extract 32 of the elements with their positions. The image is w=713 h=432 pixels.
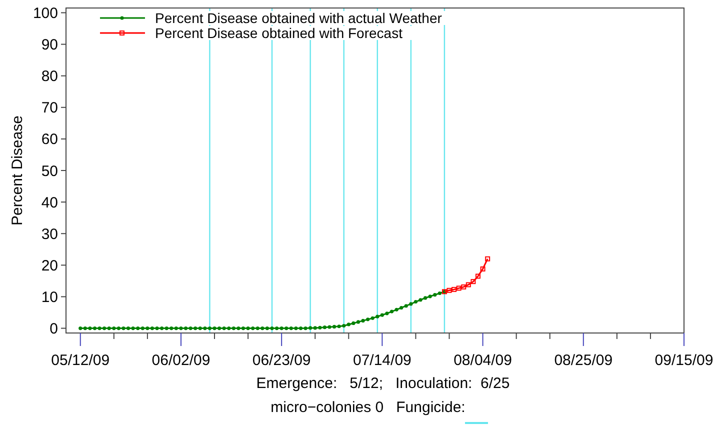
x-tick-label: 07/14/09 xyxy=(352,352,412,369)
legend-label: Percent Disease obtained with actual Weather xyxy=(155,10,442,26)
y-axis-title: Percent Disease xyxy=(9,115,26,226)
y-tick-label: 90 xyxy=(41,36,58,54)
y-tick-label: 0 xyxy=(50,320,58,338)
y-tick-label: 80 xyxy=(41,68,58,86)
point xyxy=(446,288,452,293)
y-tick-label: 30 xyxy=(41,226,58,243)
y-tick-label: 10 xyxy=(41,288,58,306)
point xyxy=(461,284,466,290)
y-tick-label: 100 xyxy=(32,4,58,22)
y-tick-label: 70 xyxy=(41,100,58,117)
x-tick-label: 06/23/09 xyxy=(252,352,311,369)
point xyxy=(466,282,471,288)
point xyxy=(485,256,490,262)
text: Emergence: 5/12; Inoculation: 6/25 xyxy=(256,375,510,392)
y-tick-label: 20 xyxy=(41,257,58,274)
x-tick-label: 08/25/09 xyxy=(554,352,613,369)
y-tick-label: 50 xyxy=(41,162,58,180)
text: micro−colonies 0 Fungicide: xyxy=(270,399,466,416)
point xyxy=(456,286,462,291)
y-tick-label: 40 xyxy=(41,194,58,212)
x-tick-label: 09/15/09 xyxy=(654,352,713,369)
x-tick-label: 05/12/09 xyxy=(51,352,110,369)
legend-label: Percent Disease obtained with Forecast xyxy=(155,24,403,41)
point xyxy=(470,279,476,284)
x-tick-label: 06/02/09 xyxy=(152,352,210,369)
point xyxy=(476,274,480,279)
point xyxy=(452,286,457,292)
point xyxy=(480,266,486,272)
y-tick-label: 60 xyxy=(41,131,58,148)
x-tick-label: 08/04/09 xyxy=(454,352,512,369)
